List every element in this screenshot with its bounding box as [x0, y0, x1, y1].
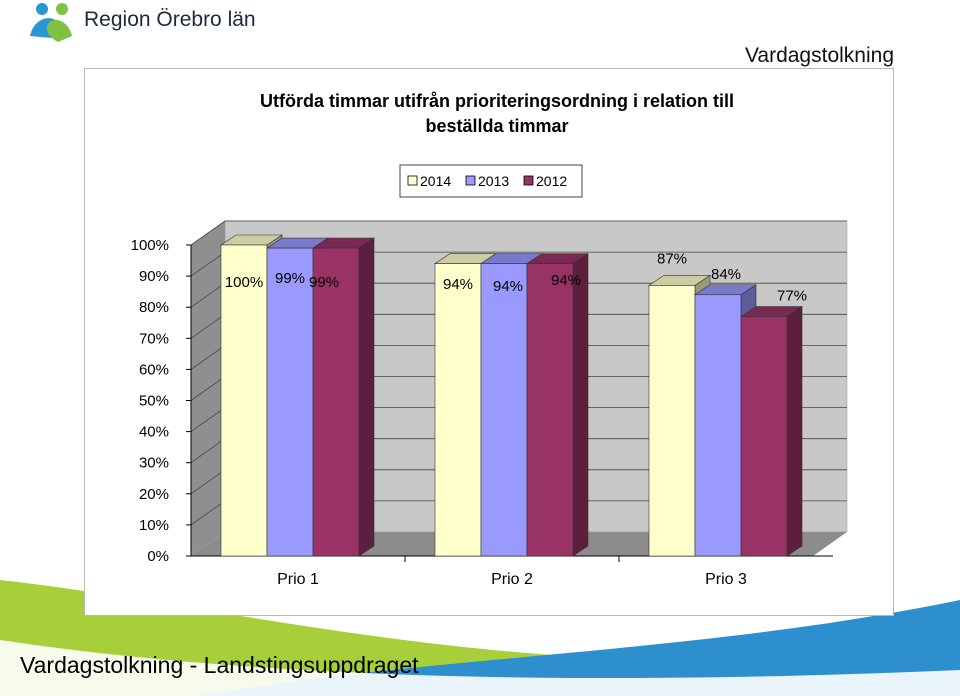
ytick-label: 40%	[139, 424, 169, 441]
gridline-side-30%	[190, 438, 226, 464]
gridline-side-70%	[190, 313, 226, 339]
bar-front	[312, 247, 360, 557]
data-label-Prio 2-2012: 94%	[551, 272, 581, 289]
data-label-Prio 1-2013: 99%	[275, 270, 305, 287]
ytick-label: 70%	[139, 330, 169, 347]
bar-side	[358, 237, 375, 557]
legend-label-2014: 2014	[420, 173, 451, 189]
ytick-label: 30%	[139, 455, 169, 472]
gridline-side-20%	[190, 469, 226, 495]
gridline-side-50%	[190, 376, 226, 401]
legend-label-2013: 2013	[478, 173, 509, 189]
gridline-side-60%	[190, 345, 226, 370]
data-label-Prio 2-2013: 94%	[493, 278, 523, 295]
bar-front	[266, 247, 314, 557]
ytick-label: 60%	[139, 361, 169, 378]
ytick-label: 20%	[139, 486, 169, 503]
band-blue	[200, 600, 960, 696]
legend-label-2012: 2012	[536, 173, 567, 189]
xtick-label-Prio 1: Prio 1	[277, 571, 319, 588]
legend-swatch-2013	[465, 175, 476, 186]
legend-swatch-2014	[407, 175, 418, 186]
bar-front	[740, 316, 788, 557]
xtick-label-Prio 2: Prio 2	[491, 571, 533, 588]
gridline-side-40%	[190, 407, 226, 432]
gridline-side-100%	[190, 220, 226, 246]
xtick-label-Prio 3: Prio 3	[705, 571, 747, 588]
bar-Prio 2-2012	[526, 253, 589, 557]
bar-front	[648, 285, 696, 557]
region-logo	[30, 3, 72, 42]
ytick-label: 50%	[139, 393, 169, 410]
slide-title: Vardagstolkning	[744, 44, 894, 67]
ytick-label: 80%	[139, 299, 169, 316]
logo-figure-green-body	[46, 20, 72, 42]
data-label-Prio 3-2013: 84%	[711, 266, 741, 283]
band-white-overlay	[0, 640, 960, 696]
ytick-label: 100%	[131, 237, 169, 254]
bar-side	[786, 305, 803, 557]
chart-container: Utförda timmar utifrån prioriteringsordn…	[84, 68, 894, 616]
chart-legend: 2014 2013 2012	[399, 164, 583, 198]
bar-side	[572, 253, 589, 557]
bar-front	[434, 263, 482, 557]
data-label-Prio 1-2012: 99%	[309, 274, 339, 291]
logo-figure-blue-head	[36, 3, 48, 15]
legend-swatch-2012	[523, 175, 534, 186]
plot-area: 0% 10% 20% 30% 40% 50% 60% 70% 80% 90% 100% Prio 1 P…	[131, 220, 848, 588]
footer-text: Vardagstolkning - Landstingsuppdraget	[20, 652, 419, 678]
gridline-side-90%	[190, 251, 226, 277]
chart-title-line-1: Utförda timmar utifrån prioriteringsordn…	[260, 91, 734, 111]
logo-figure-green-head	[56, 3, 68, 15]
bar-front	[480, 263, 528, 557]
bar-front	[526, 263, 574, 557]
data-label-Prio 3-2014: 87%	[657, 250, 687, 267]
chart-title-line-2: beställda timmar	[425, 116, 568, 136]
bar-chart: Utförda timmar utifrån prioriteringsordn…	[131, 91, 848, 588]
data-label-Prio 3-2012: 77%	[777, 288, 807, 305]
decorative-bottom-band	[0, 580, 960, 696]
ytick-label: 0%	[147, 548, 169, 565]
bar-front	[220, 244, 268, 557]
gridline-side-10%	[190, 500, 226, 526]
gridline-side-80%	[190, 282, 226, 308]
data-label-Prio 1-2014: 100%	[225, 274, 263, 291]
legend-box	[399, 164, 583, 198]
bar-Prio 1-2012	[312, 237, 375, 557]
ytick-label: 90%	[139, 268, 169, 285]
bar-front	[694, 294, 742, 557]
bar-Prio 3-2012	[740, 305, 803, 557]
data-label-Prio 2-2014: 94%	[443, 276, 473, 293]
ytick-label: 10%	[139, 517, 169, 534]
brand-name: Region Örebro län	[84, 8, 256, 31]
